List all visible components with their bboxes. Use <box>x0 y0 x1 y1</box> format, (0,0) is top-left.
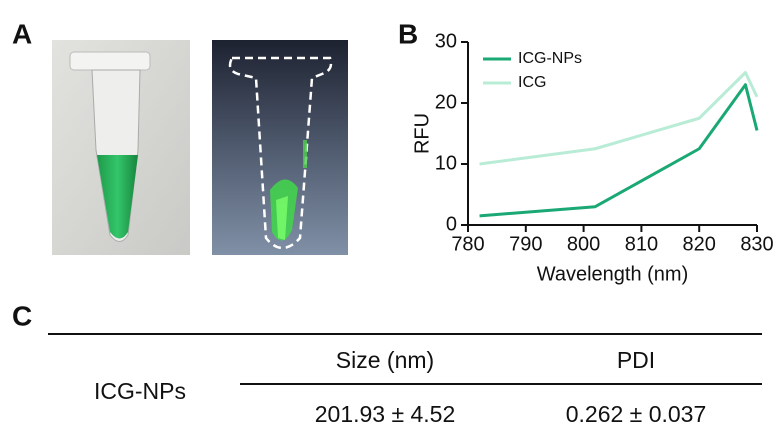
x-tick-label: 800 <box>567 233 600 255</box>
x-tick-label: 830 <box>740 233 773 255</box>
panel-label: A <box>12 18 32 49</box>
series-line <box>479 83 759 218</box>
y-tick-label: 30 <box>435 30 457 52</box>
table-cell: 0.262 ± 0.037 <box>566 401 707 427</box>
legend-label: ICG-NPs <box>518 50 582 67</box>
x-tick-label: 790 <box>509 233 542 255</box>
table-header: Size (nm) <box>336 347 434 373</box>
x-tick-label: 810 <box>625 233 658 255</box>
series-line <box>479 71 759 166</box>
y-axis-label: RFU <box>411 113 433 154</box>
panel-label: B <box>398 18 418 49</box>
x-tick-label: 780 <box>451 233 484 255</box>
panel-label: C <box>12 300 32 331</box>
x-tick-label: 820 <box>683 233 716 255</box>
y-tick-label: 0 <box>446 213 457 235</box>
tube-photo <box>52 40 190 255</box>
y-tick-label: 10 <box>435 152 457 174</box>
legend-label: ICG <box>518 74 546 91</box>
line-chart: 0 10 20 30 780 790 800 810 820 830 Wavelength (nm)… <box>411 30 773 285</box>
x-axis-label: Wavelength (nm) <box>537 263 689 285</box>
y-tick-label: 20 <box>435 91 457 113</box>
table-cell: 201.93 ± 4.52 <box>315 401 456 427</box>
table-header: PDI <box>617 347 655 373</box>
fluorescence-photo <box>212 40 348 255</box>
row-label: ICG-NPs <box>94 378 186 404</box>
